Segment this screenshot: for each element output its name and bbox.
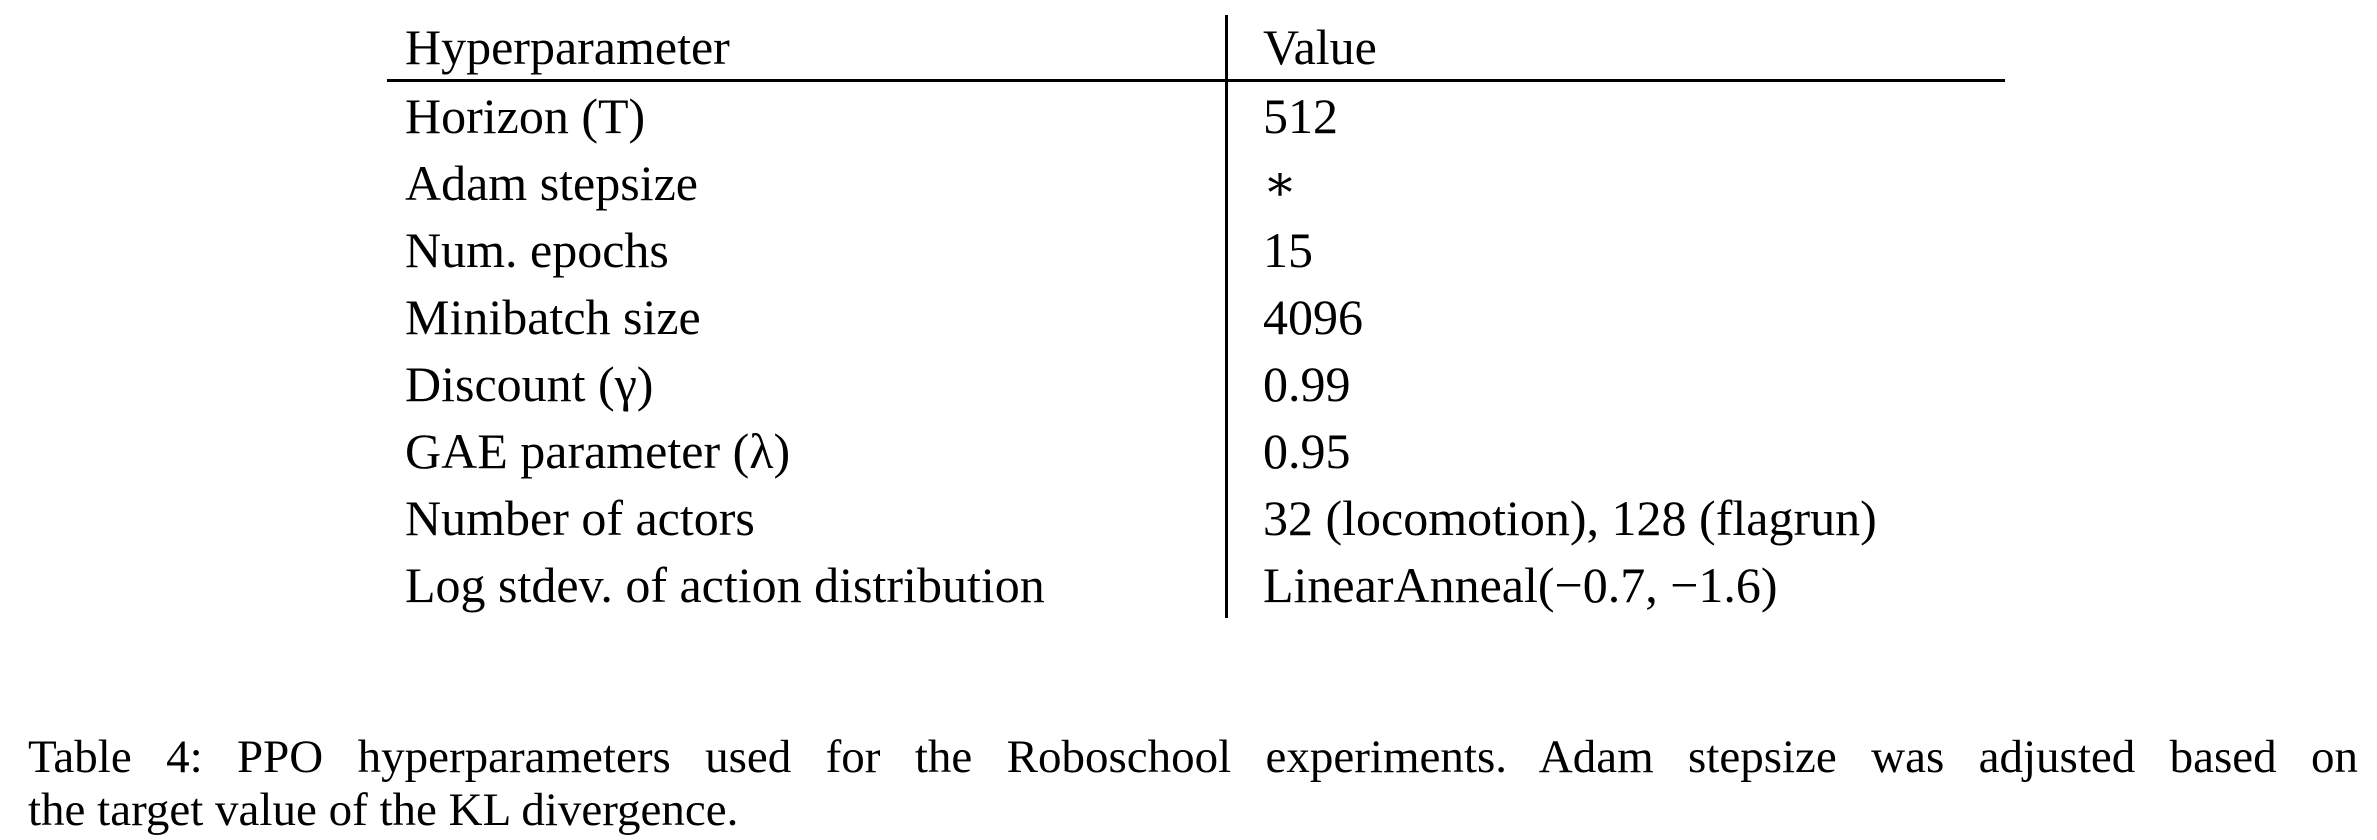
caption-line-1: Table 4: PPO hyperparameters used for th… bbox=[28, 731, 2358, 783]
header-cell-hyperparameter: Hyperparameter bbox=[405, 19, 730, 75]
value-cell: 15 bbox=[1225, 216, 2005, 283]
table-row: Minibatch size 4096 bbox=[387, 283, 2005, 350]
hyperparameters-table: Hyperparameter Value Horizon (T) 512 Ada… bbox=[387, 15, 2005, 618]
table-row: GAE parameter (λ) 0.95 bbox=[387, 417, 2005, 484]
table-row: Horizon (T) 512 bbox=[387, 82, 2005, 149]
value-cell: 0.99 bbox=[1225, 350, 2005, 417]
table-row: Number of actors 32 (locomotion), 128 (f… bbox=[387, 484, 2005, 551]
value-cell: 4096 bbox=[1225, 283, 2005, 350]
param-cell: Log stdev. of action distribution bbox=[405, 556, 1045, 613]
param-cell: Number of actors bbox=[405, 489, 755, 546]
value-cell: ∗ bbox=[1225, 149, 2005, 216]
value-cell: LinearAnneal(−0.7, −1.6) bbox=[1225, 551, 2005, 618]
param-cell: Minibatch size bbox=[405, 288, 701, 345]
header-cell-value: Value bbox=[1225, 15, 2005, 79]
param-cell: Num. epochs bbox=[405, 221, 669, 278]
value-cell: 0.95 bbox=[1225, 417, 2005, 484]
table-row: Adam stepsize ∗ bbox=[387, 149, 2005, 216]
param-cell: Horizon (T) bbox=[405, 87, 646, 144]
table-row: Num. epochs 15 bbox=[387, 216, 2005, 283]
table-row: Discount (γ) 0.99 bbox=[387, 350, 2005, 417]
caption-line-2: the target value of the KL divergence. bbox=[28, 784, 739, 836]
table-row: Log stdev. of action distribution Linear… bbox=[387, 551, 2005, 618]
value-cell: 512 bbox=[1225, 82, 2005, 149]
table-header-row: Hyperparameter Value bbox=[387, 15, 2005, 82]
param-cell: Discount (γ) bbox=[405, 355, 654, 412]
param-cell: Adam stepsize bbox=[405, 154, 698, 211]
table-caption: Table 4: PPO hyperparameters used for th… bbox=[28, 731, 2358, 837]
param-cell: GAE parameter (λ) bbox=[405, 422, 791, 479]
value-cell: 32 (locomotion), 128 (flagrun) bbox=[1225, 484, 2005, 551]
